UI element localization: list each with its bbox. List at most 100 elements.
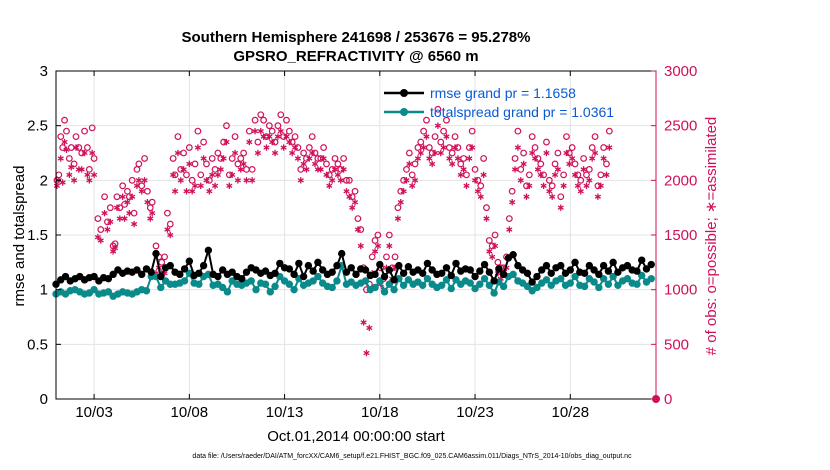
totalspread-point xyxy=(476,280,484,288)
y-left-tick-label: 0 xyxy=(40,391,48,408)
rmse-point xyxy=(376,260,384,269)
obs-possible-point xyxy=(588,144,596,151)
obs-possible-point xyxy=(531,144,539,151)
obs-assimilated-point xyxy=(583,182,590,189)
obs-assimilated-point xyxy=(138,188,145,195)
obs-assimilated-point xyxy=(297,177,304,184)
obs-assimilated-point xyxy=(220,155,227,162)
obs-assimilated-point xyxy=(594,193,602,200)
rmse-point xyxy=(595,270,603,279)
obs-possible-point xyxy=(583,171,590,179)
rmse-point xyxy=(138,270,146,279)
obs-assimilated-point xyxy=(149,209,156,217)
obs-possible-point xyxy=(72,133,80,141)
obs-possible-point xyxy=(391,253,399,261)
obs-assimilated-point xyxy=(349,204,356,211)
obs-possible-point xyxy=(97,226,105,233)
legend-rmse-swatch-marker xyxy=(400,89,408,97)
totalspread-point xyxy=(480,275,489,283)
totalspread-point xyxy=(314,272,322,281)
obs-possible-point xyxy=(138,182,146,190)
rmse-point xyxy=(195,269,203,277)
obs-assimilated-point xyxy=(571,171,579,179)
obs-possible-point xyxy=(90,155,98,162)
obs-possible-point xyxy=(511,155,519,162)
obs-assimilated-point xyxy=(529,149,536,157)
totalspread-point xyxy=(523,282,532,291)
obs-assimilated-point xyxy=(357,242,364,250)
obs-assimilated-point xyxy=(211,182,219,189)
obs-assimilated-point xyxy=(363,349,370,357)
obs-assimilated-point xyxy=(386,242,393,250)
totalspread-point xyxy=(290,285,298,294)
obs-assimilated-point xyxy=(366,324,373,332)
obs-possible-point xyxy=(231,133,239,141)
obs-assimilated-point xyxy=(271,149,279,157)
obs-possible-point xyxy=(331,155,339,162)
obs-assimilated-point xyxy=(70,177,78,184)
obs-possible-point xyxy=(405,149,413,157)
y-right-tick-label: 1000 xyxy=(664,282,697,299)
obs-assimilated-point xyxy=(144,199,151,206)
obs-assimilated-point xyxy=(180,166,187,173)
obs-assimilated-point xyxy=(234,177,242,184)
obs-possible-point xyxy=(291,133,299,141)
totalspread-point xyxy=(466,279,474,287)
rmse-point xyxy=(104,275,113,283)
totalspread-point xyxy=(447,284,455,293)
obs-assimilated-point xyxy=(546,188,553,195)
obs-assimilated-point xyxy=(574,182,582,189)
obs-possible-point xyxy=(371,237,379,244)
obs-assimilated-point xyxy=(113,204,121,211)
rmse-point xyxy=(214,272,222,281)
obs-possible-point xyxy=(414,144,422,151)
obs-possible-point xyxy=(81,127,88,135)
obs-assimilated-point xyxy=(269,138,276,146)
totalspread-point xyxy=(404,276,413,284)
obs-assimilated-point xyxy=(53,182,61,189)
totalspread-point xyxy=(557,275,565,283)
obs-assimilated-point xyxy=(78,166,85,173)
rmse-point xyxy=(499,270,508,279)
obs-assimilated-point xyxy=(186,160,193,168)
obs-possible-point xyxy=(580,155,588,162)
obs-counts xyxy=(53,105,660,403)
obs-assimilated-point xyxy=(194,144,202,151)
obs-assimilated-point xyxy=(446,155,453,162)
obs-possible-point xyxy=(600,144,608,151)
obs-possible-point xyxy=(448,149,456,157)
obs-possible-point xyxy=(260,116,268,124)
rmse-point xyxy=(514,261,522,270)
obs-possible-point xyxy=(188,176,196,184)
obs-assimilated-point xyxy=(549,193,556,200)
obs-assimilated-point xyxy=(394,215,402,222)
totalspread-point xyxy=(195,280,203,288)
obs-assimilated-point xyxy=(68,164,75,171)
obs-assimilated-point xyxy=(434,122,442,129)
obs-possible-point xyxy=(208,155,216,162)
obs-possible-point xyxy=(345,176,353,184)
obs-assimilated-point xyxy=(206,188,213,195)
obs-assimilated-point xyxy=(460,166,467,173)
obs-possible-point xyxy=(571,160,579,168)
rmse-point xyxy=(490,277,498,285)
obs-assimilated-point xyxy=(371,248,379,255)
rmse-point xyxy=(399,269,408,277)
rmse-point xyxy=(609,258,617,267)
obs-possible-point xyxy=(477,182,485,190)
obs-possible-point xyxy=(144,187,151,195)
obs-possible-point xyxy=(563,133,570,141)
rmse-point xyxy=(404,263,413,271)
rmse-point xyxy=(157,272,165,281)
obs-assimilated-point xyxy=(111,244,119,252)
obs-possible-point xyxy=(445,144,453,151)
rmse-point xyxy=(166,261,174,270)
totalspread-point xyxy=(580,282,589,291)
obs-assimilated-point xyxy=(257,127,264,135)
totalspread-point xyxy=(647,275,655,283)
x-axis-label: Oct.01,2014 00:00:00 start xyxy=(267,428,445,445)
totalspread-point xyxy=(333,277,341,285)
obs-assimilated-point xyxy=(226,182,233,189)
obs-possible-point xyxy=(274,122,282,130)
legend-rmse-label: rmse grand pr = 1.1658 xyxy=(430,85,576,101)
